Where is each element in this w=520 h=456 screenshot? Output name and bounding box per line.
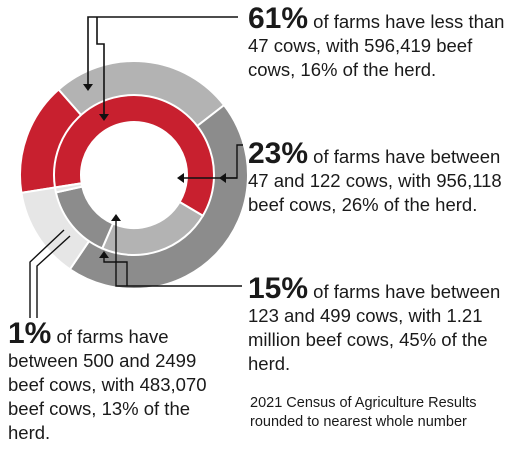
annotation-text: of farms have between 47 and 122 cows, w… — [248, 146, 502, 215]
annotation-percent: 15% — [248, 272, 309, 305]
leader-arrow-segment-1-outer — [83, 84, 93, 91]
leader-line-segment-3 — [115, 218, 242, 287]
annotation-text: of farms have between 123 and 499 cows, … — [248, 281, 501, 374]
annotation-percent: 1% — [8, 317, 52, 350]
annotation-text: of farms have less than 47 cows, with 59… — [248, 11, 505, 80]
leader-lines — [29, 16, 243, 318]
leader-arrow-segment-1-inner — [99, 114, 109, 121]
inner-ring-segment-1 — [53, 94, 215, 218]
leader-line-segment-4-b — [36, 235, 71, 318]
annotation-segment-3: 15% of farms have between 123 and 499 co… — [248, 272, 516, 376]
leader-arrow-segment-3-inner — [111, 214, 121, 221]
annotation-text: of farms have between 500 and 2499 beef … — [8, 326, 207, 443]
annotation-segment-4: 1% of farms have between 500 and 2499 be… — [8, 317, 226, 445]
leader-arrow-segment-3-outer — [99, 251, 109, 258]
annotation-percent: 23% — [248, 137, 309, 170]
source-note: 2021 Census of Agriculture Results round… — [250, 395, 477, 430]
leader-arrow-segment-2-outer — [219, 173, 226, 183]
leader-line-segment-1-inner — [96, 17, 105, 118]
annotation-percent: 61% — [248, 2, 309, 35]
leader-line-segment-2 — [180, 144, 243, 179]
annotation-segment-1: 61% of farms have less than 47 cows, wit… — [248, 2, 516, 82]
inner-ring — [53, 94, 215, 256]
leader-arrow-segment-2-inner — [177, 173, 184, 183]
leader-line-segment-1 — [87, 16, 238, 88]
annotation-segment-2: 23% of farms have between 47 and 122 cow… — [248, 137, 516, 217]
inner-ring-segment-4 — [53, 182, 84, 194]
leader-line-segment-3-outer — [103, 255, 128, 286]
leader-line-segment-4 — [29, 229, 65, 318]
